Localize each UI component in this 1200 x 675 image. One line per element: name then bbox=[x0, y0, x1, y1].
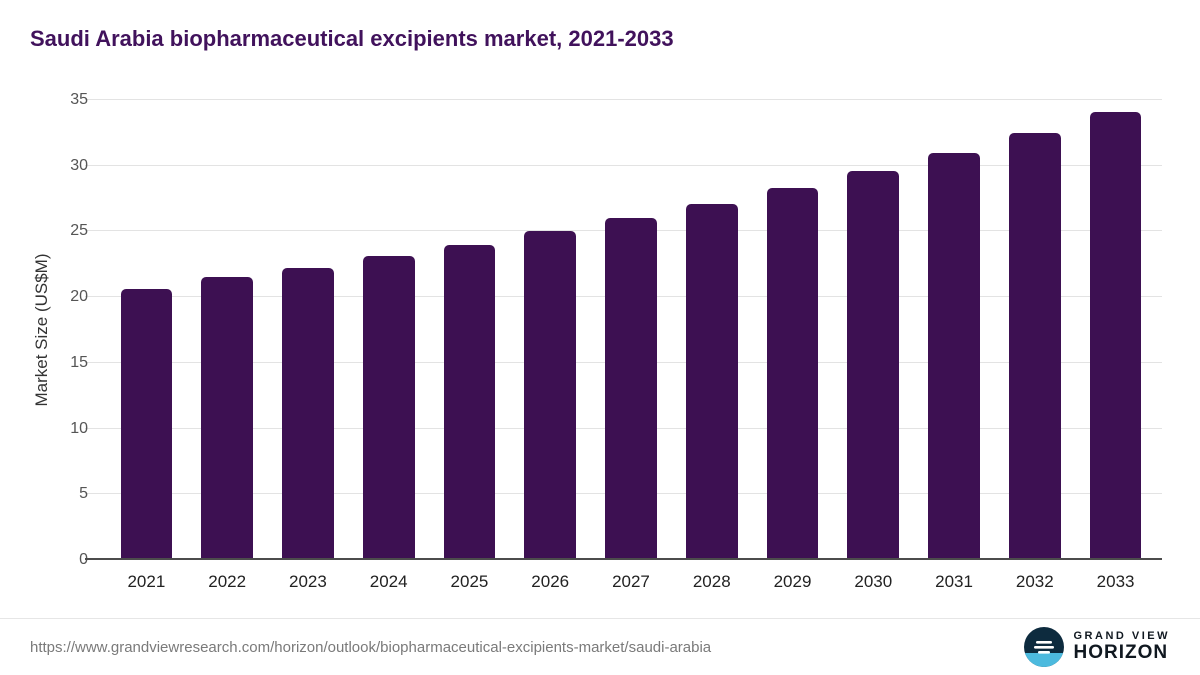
bar-column: 2028 bbox=[671, 100, 752, 591]
source-url: https://www.grandviewresearch.com/horizo… bbox=[30, 638, 712, 656]
bar-column: 2029 bbox=[752, 100, 833, 591]
y-tick-label: 30 bbox=[70, 156, 88, 174]
bar-column: 2027 bbox=[591, 100, 672, 591]
bar-2027 bbox=[605, 218, 657, 560]
bar-2032 bbox=[1008, 132, 1061, 560]
bar-column: 2025 bbox=[429, 100, 510, 591]
bar-column: 2031 bbox=[914, 100, 995, 591]
bar-2028 bbox=[685, 203, 738, 560]
x-tick-label: 2023 bbox=[289, 572, 327, 591]
bar-column: 2022 bbox=[187, 100, 268, 591]
y-tick-label: 20 bbox=[70, 288, 88, 306]
x-tick-label: 2030 bbox=[854, 572, 893, 591]
gridline bbox=[85, 99, 1162, 100]
x-tick-label: 2029 bbox=[773, 572, 812, 591]
y-tick-label: 5 bbox=[79, 485, 88, 503]
x-tick-label: 2031 bbox=[935, 572, 973, 591]
x-tick-label: 2033 bbox=[1096, 572, 1135, 591]
bar-2021 bbox=[120, 289, 173, 560]
bar-column: 2023 bbox=[268, 100, 349, 591]
footer: https://www.grandviewresearch.com/horizo… bbox=[0, 618, 1200, 675]
bars-container: 2021 2022 2023 2024 2025 2026 2027 2028 2029 2030… bbox=[100, 100, 1162, 591]
grand-view-horizon-logo: GRAND VIEW HORIZON bbox=[1023, 627, 1171, 667]
x-tick-label: 2027 bbox=[612, 572, 650, 591]
bar-2023 bbox=[282, 268, 334, 560]
bar-2030 bbox=[847, 170, 900, 560]
bar-2024 bbox=[362, 256, 415, 560]
x-tick-label: 2021 bbox=[127, 572, 166, 591]
x-axis-line bbox=[85, 558, 1162, 560]
bar-column: 2026 bbox=[510, 100, 591, 591]
bar-2029 bbox=[766, 188, 819, 560]
logo-text-horizon: HORIZON bbox=[1073, 642, 1169, 664]
bar-column: 2024 bbox=[348, 100, 429, 591]
bar-2026 bbox=[524, 231, 577, 560]
x-tick-label: 2025 bbox=[450, 572, 489, 591]
x-tick-label: 2022 bbox=[208, 572, 247, 591]
bar-column: 2032 bbox=[994, 100, 1075, 591]
y-tick-label: 25 bbox=[70, 222, 88, 240]
plot-area: 0 5 10 15 20 25 30 35 2021 2022 2023 2024 2025 2026 20… bbox=[70, 91, 1162, 591]
bar-column: 2033 bbox=[1075, 100, 1156, 591]
bar-2022 bbox=[201, 277, 253, 560]
logo-text: GRAND VIEW HORIZON bbox=[1074, 630, 1171, 664]
x-tick-label: 2028 bbox=[692, 572, 731, 591]
bar-2031 bbox=[928, 152, 980, 560]
y-tick-label: 10 bbox=[70, 419, 88, 437]
y-axis-label: Market Size (US$M) bbox=[32, 253, 51, 407]
gridline bbox=[85, 164, 1162, 166]
chart-title: Saudi Arabia biopharmaceutical excipient… bbox=[30, 26, 674, 51]
x-tick-label: 2026 bbox=[531, 572, 570, 591]
x-tick-label: 2032 bbox=[1015, 572, 1054, 591]
x-tick-label: 2024 bbox=[369, 572, 408, 591]
y-tick-label: 15 bbox=[70, 353, 88, 371]
bar-2033 bbox=[1089, 111, 1142, 560]
bar-column: 2021 bbox=[106, 100, 187, 591]
y-tick-label: 35 bbox=[70, 91, 88, 108]
y-tick-label: 0 bbox=[79, 551, 88, 568]
logo-text-grand-view: GRAND VIEW bbox=[1073, 629, 1170, 642]
bar-column: 2030 bbox=[833, 100, 914, 591]
horizon-logo-icon bbox=[1023, 627, 1064, 667]
bar-2025 bbox=[443, 244, 496, 560]
